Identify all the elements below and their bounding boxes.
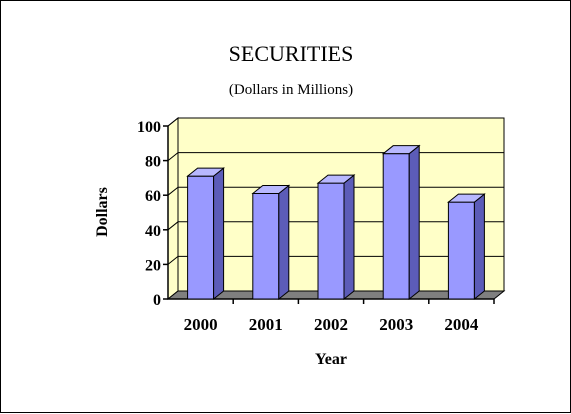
bar-top bbox=[316, 174, 356, 184]
bar-top bbox=[446, 193, 486, 203]
x-tick-label: 2001 bbox=[249, 315, 283, 334]
bar-side bbox=[473, 193, 485, 301]
y-tick-label: 100 bbox=[137, 119, 161, 136]
bar-top bbox=[186, 167, 226, 177]
y-tick-label: 20 bbox=[145, 257, 161, 274]
bar bbox=[187, 175, 215, 300]
y-axis-label: Dollars bbox=[94, 187, 111, 237]
x-tick-label: 2002 bbox=[314, 315, 348, 334]
bar bbox=[317, 182, 345, 300]
chart-title: SECURITIES bbox=[229, 41, 354, 66]
bar-top bbox=[251, 184, 291, 194]
y-tick-label: 40 bbox=[145, 223, 161, 240]
y-tick-label: 60 bbox=[145, 188, 161, 205]
gridline bbox=[167, 117, 504, 127]
bar-side bbox=[278, 184, 290, 301]
bar bbox=[382, 153, 410, 300]
bar bbox=[447, 201, 475, 300]
x-axis-label: Year bbox=[315, 351, 347, 368]
y-tick-label: 0 bbox=[153, 292, 161, 309]
x-tick-label: 2000 bbox=[184, 315, 218, 334]
bar-side bbox=[408, 144, 420, 301]
bar-side bbox=[343, 174, 355, 301]
bar-top bbox=[381, 145, 421, 155]
bar-side bbox=[213, 167, 225, 301]
x-tick-label: 2004 bbox=[444, 315, 479, 334]
plot-side-wall bbox=[167, 116, 179, 301]
y-tick-label: 80 bbox=[145, 154, 161, 171]
bar bbox=[252, 192, 280, 300]
chart-subtitle: (Dollars in Millions) bbox=[229, 82, 353, 98]
plot-area: 0 20 40 60 80 100 2000 2001 2002 2003 2004 bbox=[137, 116, 506, 334]
x-tick-label: 2003 bbox=[379, 315, 413, 334]
